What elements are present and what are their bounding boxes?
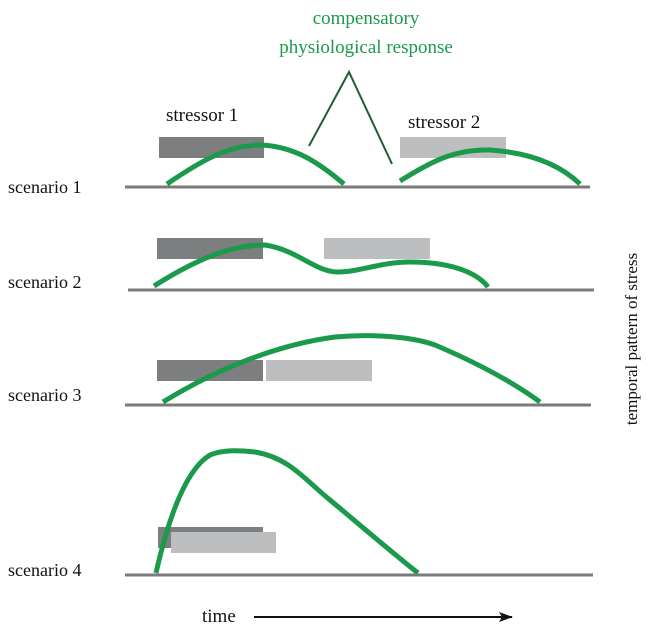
scenario-label: scenario 2	[8, 272, 81, 292]
response-pointer	[308, 69, 393, 165]
temporal-pattern-label: temporal pattern of stress	[622, 253, 641, 425]
scenario-4: scenario 4	[8, 448, 593, 580]
scenario-label: scenario 1	[8, 177, 81, 197]
scenario-2: scenario 2	[8, 238, 594, 292]
stressor-2-bar	[324, 238, 430, 259]
scenario-label: scenario 4	[8, 560, 81, 580]
stressor-1-bar	[159, 137, 264, 158]
stressor-2-bar	[400, 137, 506, 158]
response-curve	[161, 333, 542, 405]
scenario-label: scenario 3	[8, 385, 81, 405]
stressor-2-bar	[171, 532, 276, 553]
response-curve	[165, 142, 346, 187]
time-label: time	[202, 606, 236, 627]
response-curve	[398, 147, 582, 186]
stressor-2-bar	[266, 360, 372, 381]
response-curve	[153, 448, 420, 575]
stressor-1-label: stressor 1	[166, 105, 238, 126]
response-label-line1: compensatory	[313, 8, 420, 29]
stressor-1-bar	[157, 238, 263, 259]
stressor-2-label: stressor 2	[408, 112, 480, 133]
response-label-line2: physiological response	[279, 37, 453, 58]
scenario-3: scenario 3	[8, 333, 591, 407]
response-curve	[152, 242, 490, 289]
scenario-1: scenario 1	[8, 137, 590, 197]
